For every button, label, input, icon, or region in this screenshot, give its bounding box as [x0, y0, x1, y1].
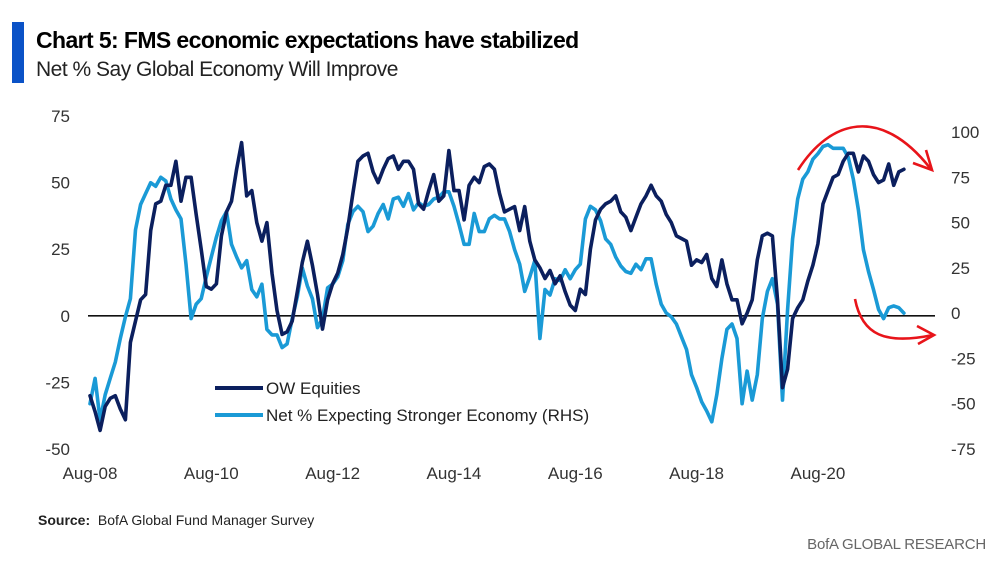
- x-tick-label: Aug-12: [305, 464, 360, 483]
- chart-subtitle: Net % Say Global Economy Will Improve: [36, 58, 398, 81]
- x-axis: Aug-08 Aug-10 Aug-12 Aug-14 Aug-16 Aug-18 Aug-…: [63, 464, 846, 483]
- y-right-tick-label: 0: [951, 304, 960, 323]
- y-axis-left: 75 50 25 0 -25 -50: [45, 107, 70, 459]
- y-right-tick-label: -50: [951, 395, 976, 414]
- title-accent-bar: [12, 22, 24, 83]
- y-left-tick-label: 75: [51, 107, 70, 126]
- x-tick-label: Aug-14: [427, 464, 482, 483]
- series-layer: [88, 140, 906, 433]
- source-note: Source: BofA Global Fund Manager Survey: [38, 512, 314, 528]
- legend: OW Equities Net % Expecting Stronger Eco…: [215, 379, 589, 425]
- x-tick-label: Aug-16: [548, 464, 603, 483]
- annotation-layer: [796, 125, 937, 346]
- y-left-tick-label: 0: [61, 307, 70, 326]
- x-tick-label: Aug-10: [184, 464, 239, 483]
- x-tick-label: Aug-18: [669, 464, 724, 483]
- y-left-tick-label: -50: [45, 440, 70, 459]
- y-right-tick-label: -75: [951, 440, 976, 459]
- y-axis-right: 100 75 50 25 0 -25 -50 -75: [951, 123, 979, 459]
- source-text: BofA Global Fund Manager Survey: [97, 512, 315, 528]
- legend-label-net-expecting: Net % Expecting Stronger Economy (RHS): [266, 406, 589, 425]
- y-right-tick-label: -25: [951, 349, 976, 368]
- y-left-tick-label: 50: [51, 174, 70, 193]
- y-right-tick-label: 75: [951, 168, 970, 187]
- annotation-arrow-peak: [796, 125, 932, 171]
- y-left-tick-label: -25: [45, 373, 70, 392]
- series-line-ow-equities: [88, 140, 906, 433]
- annotation-arrow-stabilize: [853, 298, 934, 340]
- legend-label-ow-equities: OW Equities: [266, 379, 360, 398]
- source-label: Source:: [38, 512, 91, 528]
- brand-label: BofA GLOBAL RESEARCH: [807, 536, 986, 553]
- x-tick-label: Aug-08: [63, 464, 118, 483]
- chart-title: Chart 5: FMS economic expectations have …: [36, 27, 579, 53]
- annotation-arrowhead-stabilize: [916, 324, 937, 346]
- x-tick-label: Aug-20: [791, 464, 846, 483]
- y-right-tick-label: 25: [951, 259, 970, 278]
- annotation-arrowhead-peak: [912, 149, 934, 173]
- y-right-tick-label: 50: [951, 214, 970, 233]
- y-left-tick-label: 25: [51, 240, 70, 259]
- y-right-tick-label: 100: [951, 123, 979, 142]
